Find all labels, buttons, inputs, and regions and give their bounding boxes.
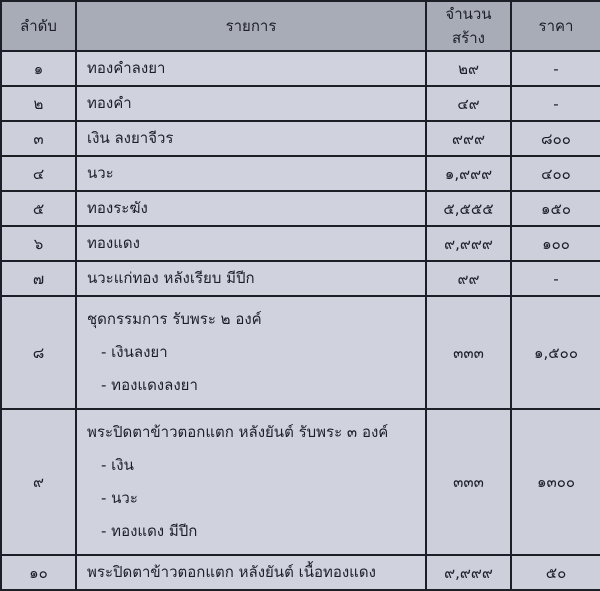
item-title: เงิน ลงยาจีวร <box>87 129 174 147</box>
row-number: ๘ <box>0 295 77 410</box>
row-price: ๕๐ <box>510 554 600 591</box>
table-row: ๑๐ พระปิดตาข้าวตอกแตก หลังยันต์ เนื้อทองแ… <box>0 554 600 591</box>
table-row: ๙ พระปิดตาข้าวตอกแตก หลังยันต์ รับพระ ๓ อ… <box>0 408 600 556</box>
row-quantity: ๙,๙๙๙ <box>425 554 512 591</box>
row-quantity: ๒๙ <box>425 50 512 87</box>
table-row: ๔ นวะ ๑,๙๙๙ ๔๐๐ <box>0 155 600 192</box>
row-quantity: ๙๙ <box>425 260 512 297</box>
table-row: ๘ ชุดกรรมการ รับพระ ๒ องค์ - เงินลงยา - ทอง… <box>0 295 600 410</box>
row-price: ๑๐๐ <box>510 225 600 262</box>
table-row: ๒ ทองคำ ๔๙- <box>0 85 600 122</box>
row-number: ๖ <box>0 225 77 262</box>
row-item: ชุดกรรมการ รับพระ ๒ องค์ - เงินลงยา - ทองแ… <box>75 295 427 410</box>
row-quantity: ๔๙ <box>425 85 512 122</box>
item-title: ทองระฆัง <box>87 199 148 217</box>
header-price: ราคา <box>510 0 600 52</box>
row-item: พระปิดตาข้าวตอกแตก หลังยันต์ รับพระ ๓ อง… <box>75 408 427 556</box>
item-subitem: - เงิน <box>101 456 134 474</box>
row-quantity: ๕,๕๕๕ <box>425 190 512 227</box>
row-item: ทองคำลงยา <box>75 50 427 87</box>
row-number: ๗ <box>0 260 77 297</box>
item-subitem: - เงินลงยา <box>101 343 168 361</box>
item-title: ทองคำ <box>87 94 132 112</box>
item-subitem: - นวะ <box>101 489 138 507</box>
row-quantity: ๓๓๓ <box>425 408 512 556</box>
row-price: ๔๐๐ <box>510 155 600 192</box>
row-item: ทองระฆัง <box>75 190 427 227</box>
row-item: นวะ <box>75 155 427 192</box>
item-title: นวะ <box>87 164 114 182</box>
table-row: ๓ เงิน ลงยาจีวร ๙๙๙ ๘๐๐ <box>0 120 600 157</box>
item-title: พระปิดตาข้าวตอกแตก หลังยันต์ เนื้อทองแดง <box>87 563 376 581</box>
row-number: ๔ <box>0 155 77 192</box>
header-qty: จำนวนสร้าง <box>425 0 512 52</box>
row-quantity: ๑,๙๙๙ <box>425 155 512 192</box>
row-item: พระปิดตาข้าวตอกแตก หลังยันต์ เนื้อทองแดง <box>75 554 427 591</box>
row-number: ๕ <box>0 190 77 227</box>
table-row: ๑ ทองคำลงยา ๒๙- <box>0 50 600 87</box>
item-title: พระปิดตาข้าวตอกแตก หลังยันต์ รับพระ ๓ อง… <box>87 423 389 441</box>
item-title: ทองแดง <box>87 234 140 252</box>
row-price: ๑,๕๐๐ <box>510 295 600 410</box>
row-number: ๒ <box>0 85 77 122</box>
row-price: - <box>510 260 600 297</box>
row-item: นวะแก่ทอง หลังเรียบ มีปีก <box>75 260 427 297</box>
table-row: ๗ นวะแก่ทอง หลังเรียบ มีปีก ๙๙- <box>0 260 600 297</box>
row-quantity: ๓๓๓ <box>425 295 512 410</box>
row-quantity: ๙,๙๙๙ <box>425 225 512 262</box>
item-title: นวะแก่ทอง หลังเรียบ มีปีก <box>87 269 255 287</box>
item-subitem: - ทองแดง มีปีก <box>101 522 198 540</box>
row-item: ทองคำ <box>75 85 427 122</box>
row-price: - <box>510 85 600 122</box>
item-title: ทองคำลงยา <box>87 59 166 77</box>
row-price: ๑๕๐ <box>510 190 600 227</box>
item-title: ชุดกรรมการ รับพระ ๒ องค์ <box>87 310 262 328</box>
header-no: ลำดับ <box>0 0 77 52</box>
row-price: ๘๐๐ <box>510 120 600 157</box>
row-number: ๑ <box>0 50 77 87</box>
row-number: ๓ <box>0 120 77 157</box>
table-row: ๕ ทองระฆัง ๕,๕๕๕ ๑๕๐ <box>0 190 600 227</box>
header-row: ลำดับ รายการ จำนวนสร้าง ราคา <box>0 0 600 52</box>
row-item: เงิน ลงยาจีวร <box>75 120 427 157</box>
row-number: ๑๐ <box>0 554 77 591</box>
row-number: ๙ <box>0 408 77 556</box>
row-price: ๑๓๐๐ <box>510 408 600 556</box>
item-subitem: - ทองแดงลงยา <box>101 376 198 394</box>
row-item: ทองแดง <box>75 225 427 262</box>
header-item: รายการ <box>75 0 427 52</box>
row-quantity: ๙๙๙ <box>425 120 512 157</box>
row-price: - <box>510 50 600 87</box>
table-row: ๖ ทองแดง ๙,๙๙๙ ๑๐๐ <box>0 225 600 262</box>
